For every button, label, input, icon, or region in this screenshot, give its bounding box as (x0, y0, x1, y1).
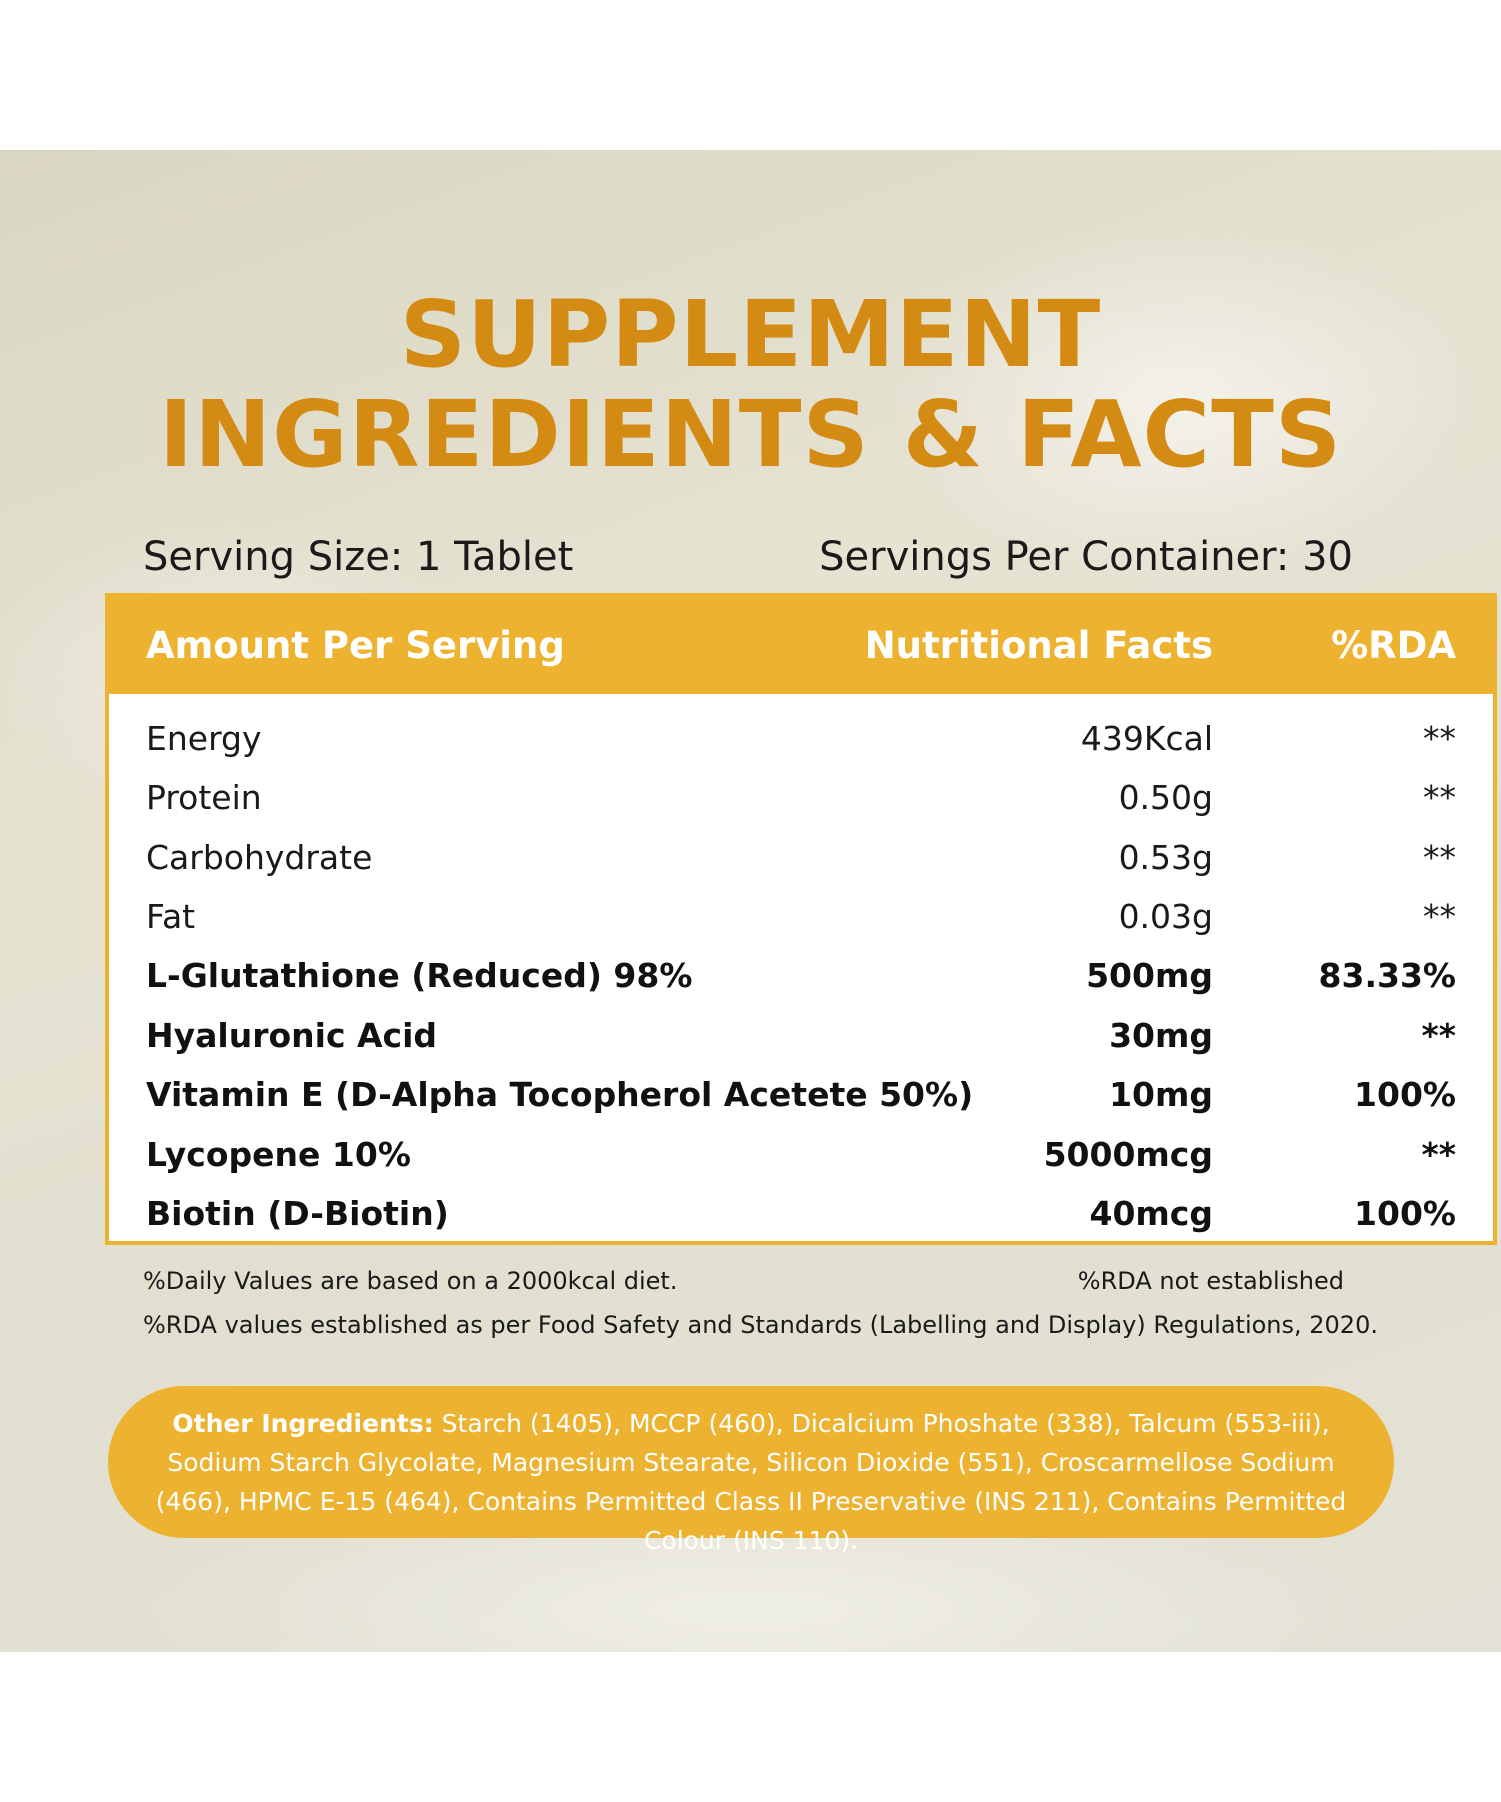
row-amount: 40mcg (1089, 1194, 1214, 1233)
row-amount: 439Kcal (1080, 719, 1213, 758)
row-name: Vitamin E (D-Alpha Tocopherol Acetete 50… (146, 1075, 974, 1114)
row-rda: 83.33% (1318, 956, 1456, 995)
row-amount: 0.53g (1118, 838, 1213, 877)
row-name: L-Glutathione (Reduced) 98% (146, 956, 693, 995)
row-name: Lycopene 10% (146, 1135, 411, 1174)
table-row: Protein 0.50g ** (109, 769, 1493, 828)
nutrition-table: Amount Per Serving Nutritional Facts %RD… (105, 593, 1497, 1245)
table-row: Fat 0.03g ** (109, 888, 1493, 947)
servings-per-container: Servings Per Container: 30 (819, 534, 1353, 580)
page-title-line2: INGREDIENTS & FACTS (158, 381, 1343, 488)
row-amount: 500mg (1086, 956, 1213, 995)
row-rda: 100% (1354, 1075, 1456, 1114)
row-rda: ** (1423, 719, 1456, 758)
row-amount: 5000mcg (1043, 1135, 1213, 1174)
page-title-line1: SUPPLEMENT (399, 281, 1102, 388)
row-name: Energy (146, 719, 262, 758)
row-name: Biotin (D-Biotin) (146, 1194, 449, 1233)
other-ingredients-box: Other Ingredients: Starch (1405), MCCP (… (108, 1386, 1394, 1555)
row-name: Fat (146, 897, 196, 936)
table-row: Vitamin E (D-Alpha Tocopherol Acetete 50… (109, 1066, 1493, 1125)
row-amount: 30mg (1109, 1016, 1213, 1055)
rda-not-established-note: %RDA not established (1077, 1267, 1344, 1295)
daily-values-note: %Daily Values are based on a 2000kcal di… (143, 1267, 678, 1295)
row-amount: 0.03g (1118, 897, 1213, 936)
table-row: Biotin (D-Biotin) 40mcg 100% (109, 1185, 1493, 1244)
row-rda: 100% (1354, 1194, 1456, 1233)
serving-size: Serving Size: 1 Tablet (143, 534, 574, 580)
rda-regulation-note: %RDA values established as per Food Safe… (143, 1311, 1378, 1339)
header-amount-per-serving: Amount Per Serving (146, 624, 565, 667)
row-name: Carbohydrate (146, 838, 373, 877)
row-rda: ** (1421, 1016, 1456, 1055)
table-header: Amount Per Serving Nutritional Facts %RD… (109, 597, 1493, 694)
row-rda: ** (1423, 778, 1456, 817)
row-rda: ** (1423, 838, 1456, 877)
row-name: Protein (146, 778, 262, 817)
row-amount: 10mg (1109, 1075, 1213, 1114)
row-rda: ** (1421, 1135, 1456, 1174)
row-name: Hyaluronic Acid (146, 1016, 438, 1055)
row-amount: 0.50g (1118, 778, 1213, 817)
table-row: Energy 439Kcal ** (109, 710, 1493, 769)
header-nutritional-facts: Nutritional Facts (864, 624, 1213, 667)
table-row: Hyaluronic Acid 30mg ** (109, 1007, 1493, 1066)
table-row: L-Glutathione (Reduced) 98% 500mg 83.33% (109, 947, 1493, 1006)
table-row: Carbohydrate 0.53g ** (109, 829, 1493, 888)
row-rda: ** (1423, 897, 1456, 936)
header-rda: %RDA (1331, 624, 1456, 667)
other-ingredients-label: Other Ingredients: (172, 1409, 434, 1438)
table-row: Lycopene 10% 5000mcg ** (109, 1126, 1493, 1185)
other-ingredients-text: Starch (1405), MCCP (460), Dicalcium Pho… (155, 1409, 1347, 1555)
